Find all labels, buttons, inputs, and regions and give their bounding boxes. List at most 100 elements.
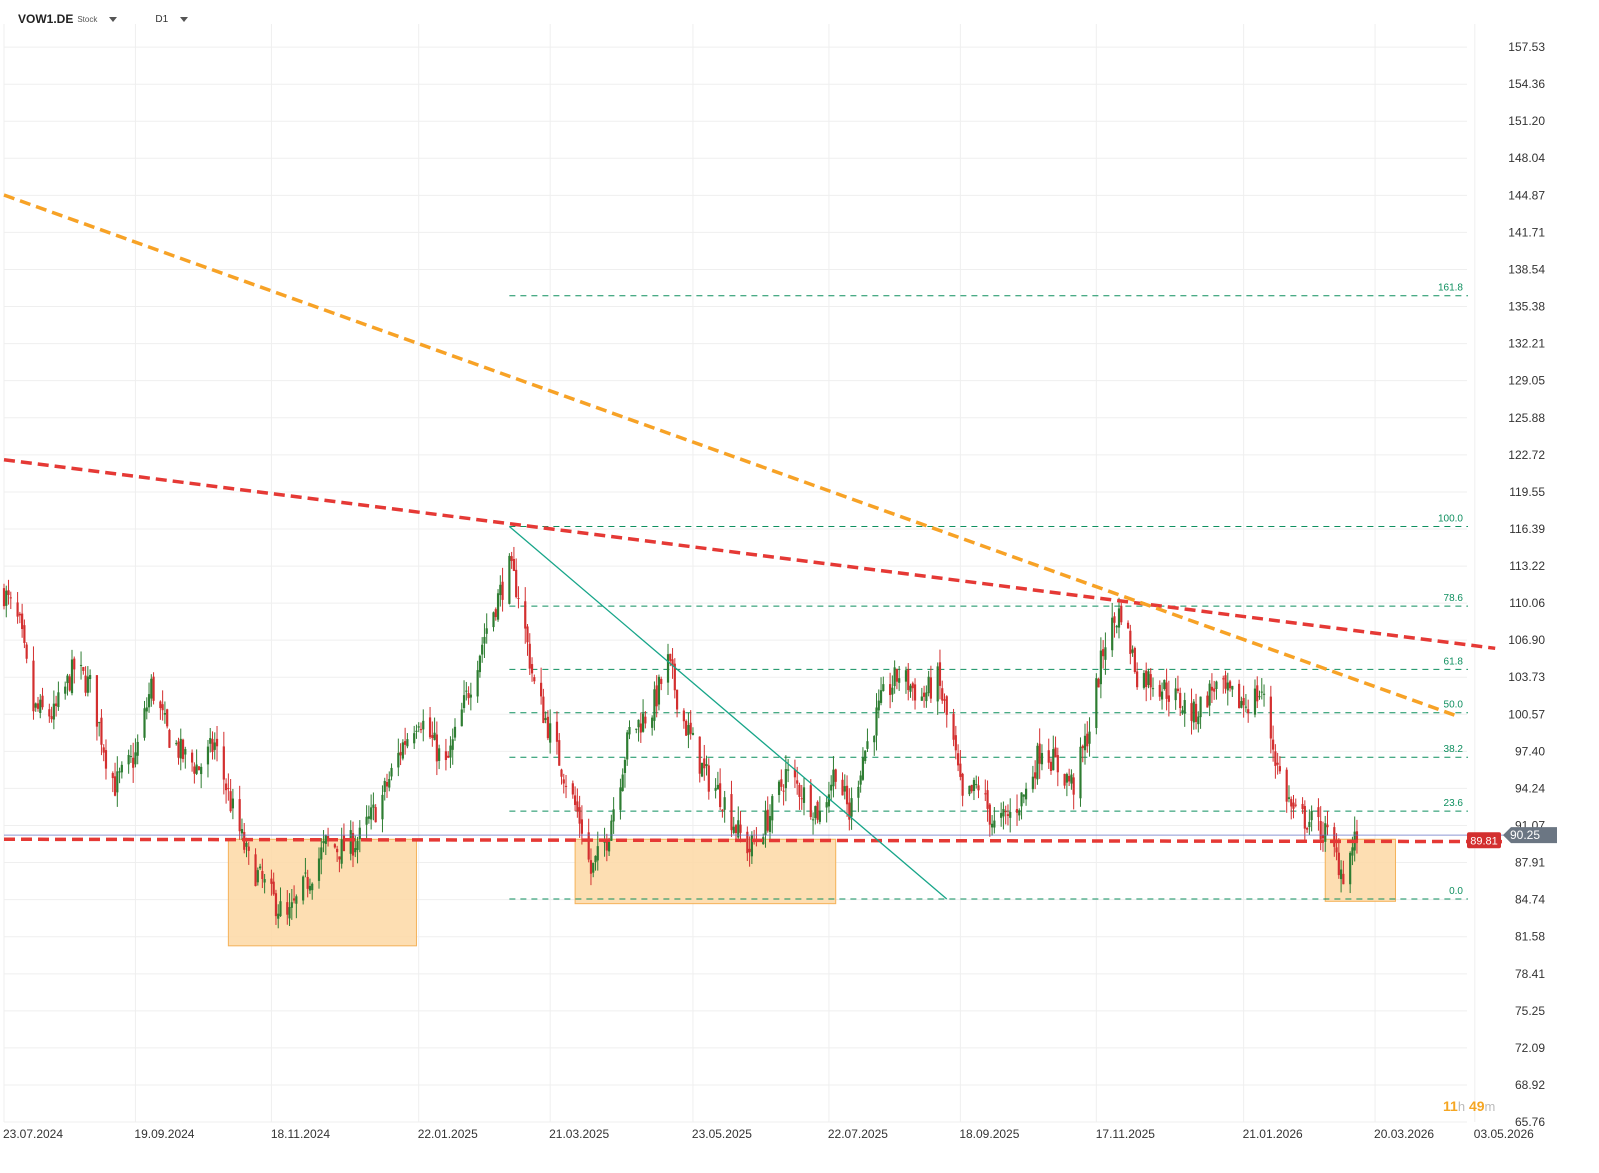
candle-body — [669, 653, 672, 661]
y-tick-label: 97.40 — [1515, 744, 1545, 758]
candle-body — [653, 689, 656, 721]
candle — [73, 656, 76, 684]
candle-body — [338, 856, 341, 860]
candle-body — [1276, 762, 1279, 765]
candle — [120, 761, 123, 779]
candle-body — [1335, 847, 1338, 853]
candle-body — [739, 824, 742, 833]
candle — [1213, 680, 1216, 700]
y-tick-label: 151.20 — [1508, 114, 1545, 128]
candle-body — [16, 602, 19, 617]
candle-body — [673, 663, 676, 691]
candle — [875, 693, 878, 751]
y-tick-label: 87.91 — [1515, 856, 1545, 870]
candle-body — [730, 794, 733, 831]
candle-body — [707, 765, 710, 792]
candle-body — [195, 764, 198, 774]
candle-body — [558, 740, 561, 766]
candle-body — [206, 746, 210, 765]
candle-body — [349, 830, 352, 854]
candle-body — [431, 735, 434, 738]
candle — [782, 784, 785, 806]
candle — [467, 686, 470, 705]
candle — [530, 657, 534, 682]
candle-body — [288, 907, 291, 919]
candle — [64, 681, 67, 700]
candle-body — [383, 780, 386, 792]
candle-body — [621, 774, 624, 791]
timeframe-dropdown-icon[interactable] — [180, 16, 189, 22]
candle — [818, 796, 821, 825]
y-tick-label: 157.53 — [1508, 40, 1545, 54]
candle — [984, 779, 987, 802]
candle — [898, 666, 901, 691]
candle-body — [1022, 794, 1025, 797]
candle-body — [941, 688, 944, 701]
candle — [168, 728, 171, 748]
candle-body — [1210, 686, 1214, 691]
candle-countdown: 11h 49m — [1443, 1098, 1495, 1114]
symbol-dropdown-icon[interactable] — [109, 16, 118, 22]
candle-body — [517, 597, 520, 599]
candle — [703, 744, 706, 781]
candle-body — [923, 692, 926, 697]
candle-body — [166, 709, 169, 727]
candle-body — [145, 707, 148, 712]
candle-body — [324, 835, 327, 844]
candle — [560, 768, 563, 785]
candle — [1278, 756, 1282, 774]
candle-body — [1081, 745, 1084, 749]
candle — [1015, 794, 1019, 826]
candle-body — [1194, 703, 1198, 722]
candle-body — [578, 807, 581, 824]
candle — [320, 838, 323, 875]
candle — [750, 831, 753, 864]
candle — [1120, 602, 1123, 626]
candle-body — [732, 826, 735, 833]
candle-body — [501, 581, 504, 600]
candle — [1339, 860, 1343, 893]
candle-body — [25, 644, 28, 659]
candle — [861, 747, 865, 781]
candle — [1004, 805, 1007, 825]
candle-body — [286, 902, 289, 915]
timer-minutes: 49 — [1468, 1098, 1485, 1114]
candle-body — [1317, 807, 1320, 818]
candle — [528, 633, 531, 676]
x-tick-label: 19.09.2024 — [134, 1127, 194, 1141]
candle — [764, 800, 767, 848]
candle — [374, 804, 377, 823]
candle — [1018, 808, 1021, 821]
candle — [653, 681, 656, 731]
candle-body — [1068, 775, 1071, 782]
candle-body — [476, 670, 479, 697]
support-price-label: 89.81 — [1470, 835, 1498, 847]
candle — [86, 666, 89, 697]
candle-body — [1079, 746, 1082, 799]
candle — [70, 649, 74, 696]
candle — [18, 611, 21, 624]
candle-body — [1129, 630, 1132, 654]
candle — [1190, 688, 1193, 735]
candle-body — [147, 694, 151, 708]
candle — [449, 736, 452, 769]
candle-body — [687, 725, 690, 736]
candle-body — [972, 780, 976, 791]
candle-body — [270, 878, 273, 884]
x-tick-label: 18.11.2024 — [271, 1127, 330, 1141]
candle-body — [796, 780, 799, 784]
candle — [907, 663, 910, 701]
candle — [41, 687, 44, 710]
candle — [635, 728, 638, 734]
candle-body — [913, 684, 917, 701]
candle-body — [116, 771, 119, 793]
candle — [714, 778, 717, 799]
candle-body — [1292, 802, 1295, 809]
candle — [843, 774, 846, 800]
candle — [1174, 678, 1177, 710]
candle — [1024, 782, 1028, 806]
candle — [1111, 602, 1114, 657]
candle-body — [968, 785, 971, 795]
candle-body — [766, 809, 769, 831]
